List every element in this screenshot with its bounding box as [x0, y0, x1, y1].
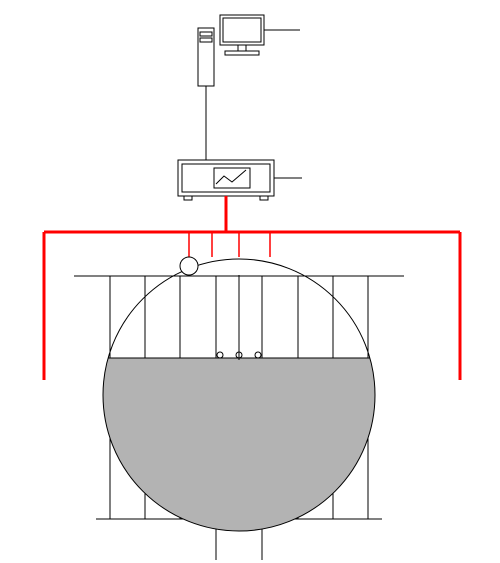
ltd-marker [217, 352, 223, 358]
header-node [180, 257, 198, 275]
computer-icon [198, 15, 300, 86]
rs485-bus [44, 196, 460, 380]
ltd-marker [255, 352, 261, 358]
scanner-icon [178, 160, 302, 200]
tank-fill [103, 358, 375, 531]
